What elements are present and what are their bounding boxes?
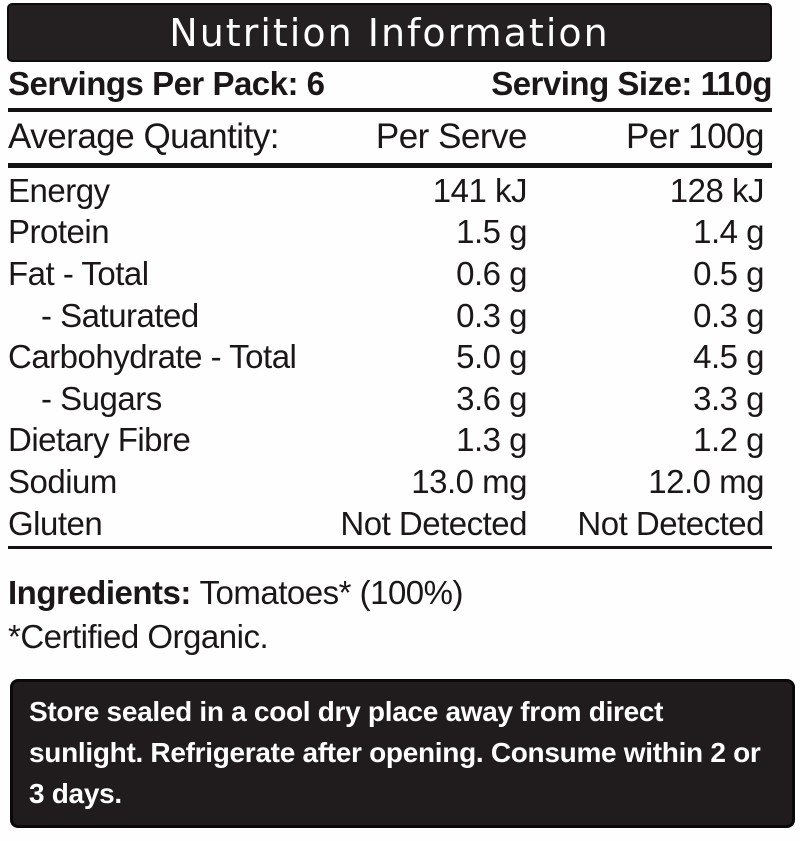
table-row: Fat - Total 0.6 g 0.5 g — [8, 253, 772, 295]
nutrition-table-body: Energy 141 kJ 128 kJ Protein 1.5 g 1.4 g… — [8, 168, 772, 544]
nutrient-label: Protein — [8, 213, 110, 251]
storage-instructions-box: Store sealed in a cool dry place away fr… — [10, 679, 795, 829]
servings-per-pack-label: Servings Per Pack: — [8, 65, 299, 102]
title-bar: Nutrition Information — [7, 3, 772, 62]
nutrient-label: Gluten — [8, 504, 103, 542]
per-serve-value: Not Detected — [340, 504, 527, 542]
per-100g-value: 3.3 g — [693, 379, 764, 417]
pack-info-row: Servings Per Pack: 6 Serving Size: 110g — [8, 62, 773, 108]
nutrient-label: - Sugars — [41, 379, 162, 417]
divider-header — [8, 163, 772, 168]
divider-top — [8, 108, 772, 112]
table-row: Gluten Not Detected Not Detected — [8, 503, 772, 545]
per-100g-value: 4.5 g — [693, 338, 764, 376]
per-serve-value: 1.5 g — [456, 213, 527, 251]
per-serve-value: 141 kJ — [432, 171, 528, 209]
ingredients-line: Ingredients: Tomatoes* (100%) — [8, 571, 772, 615]
nutrient-label: Sodium — [8, 462, 117, 500]
ingredients-value: Tomatoes* (100%) — [199, 574, 464, 612]
per-serve-value: 5.0 g — [456, 338, 527, 376]
servings-per-pack: Servings Per Pack: 6 — [8, 65, 325, 103]
per-100g-value: 12.0 mg — [648, 462, 764, 500]
table-row: Dietary Fibre 1.3 g 1.2 g — [8, 420, 772, 462]
column-header-per-100g: Per 100g — [625, 117, 765, 156]
label-content: Servings Per Pack: 6 Serving Size: 110g … — [8, 62, 773, 659]
ingredients-section: Ingredients: Tomatoes* (100%) *Certified… — [8, 571, 772, 659]
table-row: - Sugars 3.6 g 3.3 g — [8, 378, 772, 420]
nutrient-label: Fat - Total — [8, 254, 149, 292]
ingredients-label: Ingredients: — [8, 574, 191, 612]
serving-size-label: Serving Size: — [491, 65, 692, 102]
per-100g-value: 1.4 g — [693, 213, 764, 251]
column-header-per-serve: Per Serve — [375, 117, 528, 156]
per-serve-value: 0.3 g — [456, 296, 527, 334]
storage-instructions-text: Store sealed in a cool dry place away fr… — [29, 696, 761, 810]
table-header-row: Average Quantity: Per Serve Per 100g — [8, 112, 772, 163]
table-row: Carbohydrate - Total 5.0 g 4.5 g — [8, 336, 772, 378]
per-100g-value: 0.3 g — [693, 296, 764, 334]
serving-size: Serving Size: 110g — [491, 65, 772, 103]
table-row: Sodium 13.0 mg 12.0 mg — [8, 461, 772, 503]
per-100g-value: Not Detected — [577, 504, 764, 542]
nutrient-label: Carbohydrate - Total — [8, 338, 297, 376]
page-title: Nutrition Information — [169, 10, 610, 55]
serving-size-value: 110g — [700, 65, 773, 102]
per-serve-value: 13.0 mg — [411, 462, 527, 500]
nutrient-label: - Saturated — [41, 296, 199, 334]
per-serve-value: 0.6 g — [456, 254, 527, 292]
table-row: Energy 141 kJ 128 kJ — [8, 170, 772, 212]
nutrient-label: Dietary Fibre — [8, 421, 191, 459]
per-100g-value: 0.5 g — [693, 254, 764, 292]
column-header-average-quantity: Average Quantity: — [8, 117, 280, 156]
divider-bottom — [8, 546, 772, 550]
nutrient-label: Energy — [8, 171, 110, 209]
per-serve-value: 3.6 g — [456, 379, 527, 417]
table-row: Protein 1.5 g 1.4 g — [8, 212, 772, 254]
table-row: - Saturated 0.3 g 0.3 g — [8, 295, 772, 337]
per-100g-value: 1.2 g — [693, 421, 764, 459]
organic-note: *Certified Organic. — [8, 618, 269, 656]
servings-per-pack-value: 6 — [306, 65, 325, 102]
per-serve-value: 1.3 g — [456, 421, 527, 459]
per-100g-value: 128 kJ — [669, 171, 765, 209]
